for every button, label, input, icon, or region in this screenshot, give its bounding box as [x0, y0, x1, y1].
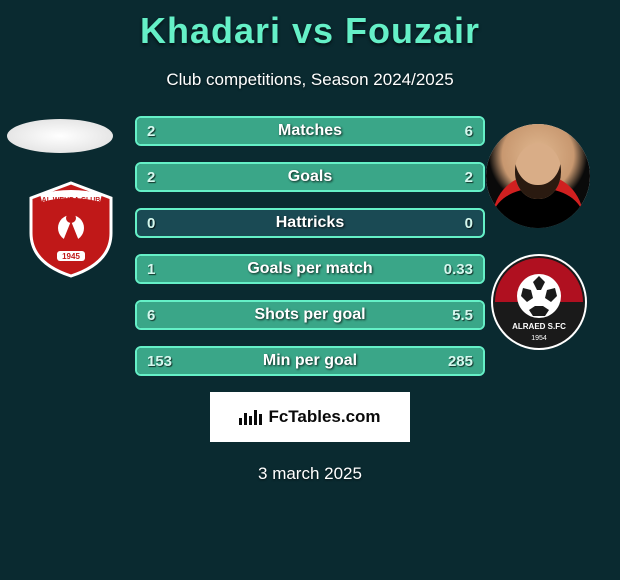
- stats-container: 2 Matches 6 2 Goals 2 0 Hattricks 0 1 Go…: [135, 116, 485, 376]
- stat-row: 0 Hattricks 0: [135, 208, 485, 238]
- stat-value-right: 6: [465, 123, 473, 140]
- stat-row: 1 Goals per match 0.33: [135, 254, 485, 284]
- bars-icon: [239, 410, 262, 425]
- stat-value-left: 2: [147, 169, 155, 186]
- club1-shield-icon: AL WEHDA CLUB 1945: [21, 178, 121, 278]
- svg-text:1945: 1945: [62, 252, 80, 261]
- svg-text:1954: 1954: [531, 335, 547, 342]
- stat-value-right: 285: [448, 353, 473, 370]
- stat-label: Min per goal: [263, 352, 357, 370]
- stat-label: Hattricks: [276, 214, 344, 232]
- stat-fill-left: [137, 164, 310, 190]
- page-title: Khadari vs Fouzair: [0, 0, 620, 52]
- branding-badge[interactable]: FcTables.com: [210, 392, 410, 442]
- stat-value-right: 0: [465, 215, 473, 232]
- stat-fill-right: [224, 118, 484, 144]
- stat-row: 2 Goals 2: [135, 162, 485, 192]
- date-label: 3 march 2025: [0, 464, 620, 484]
- stat-label: Goals per match: [247, 260, 372, 278]
- stat-label: Goals: [288, 168, 332, 186]
- club2-badge: ALRAED S.FC 1954: [489, 252, 589, 352]
- stat-value-right: 5.5: [452, 307, 473, 324]
- player1-avatar: [7, 119, 113, 153]
- stat-row: 153 Min per goal 285: [135, 346, 485, 376]
- club1-badge: AL WEHDA CLUB 1945: [21, 178, 121, 278]
- stat-value-left: 2: [147, 123, 155, 140]
- stat-value-right: 2: [465, 169, 473, 186]
- stat-value-right: 0.33: [444, 261, 473, 278]
- stat-fill-right: [310, 164, 483, 190]
- stat-label: Matches: [278, 122, 342, 140]
- stat-value-left: 0: [147, 215, 155, 232]
- svg-text:AL WEHDA CLUB: AL WEHDA CLUB: [42, 197, 101, 204]
- club2-shield-icon: ALRAED S.FC 1954: [489, 252, 589, 352]
- branding-label: FcTables.com: [268, 407, 380, 427]
- stat-value-left: 153: [147, 353, 172, 370]
- stat-row: 2 Matches 6: [135, 116, 485, 146]
- svg-text:ALRAED S.FC: ALRAED S.FC: [512, 322, 566, 331]
- subtitle: Club competitions, Season 2024/2025: [0, 70, 620, 90]
- stat-value-left: 1: [147, 261, 155, 278]
- stat-row: 6 Shots per goal 5.5: [135, 300, 485, 330]
- stat-value-left: 6: [147, 307, 155, 324]
- player2-face: [486, 124, 590, 228]
- player2-avatar: [486, 124, 590, 228]
- stat-label: Shots per goal: [254, 306, 365, 324]
